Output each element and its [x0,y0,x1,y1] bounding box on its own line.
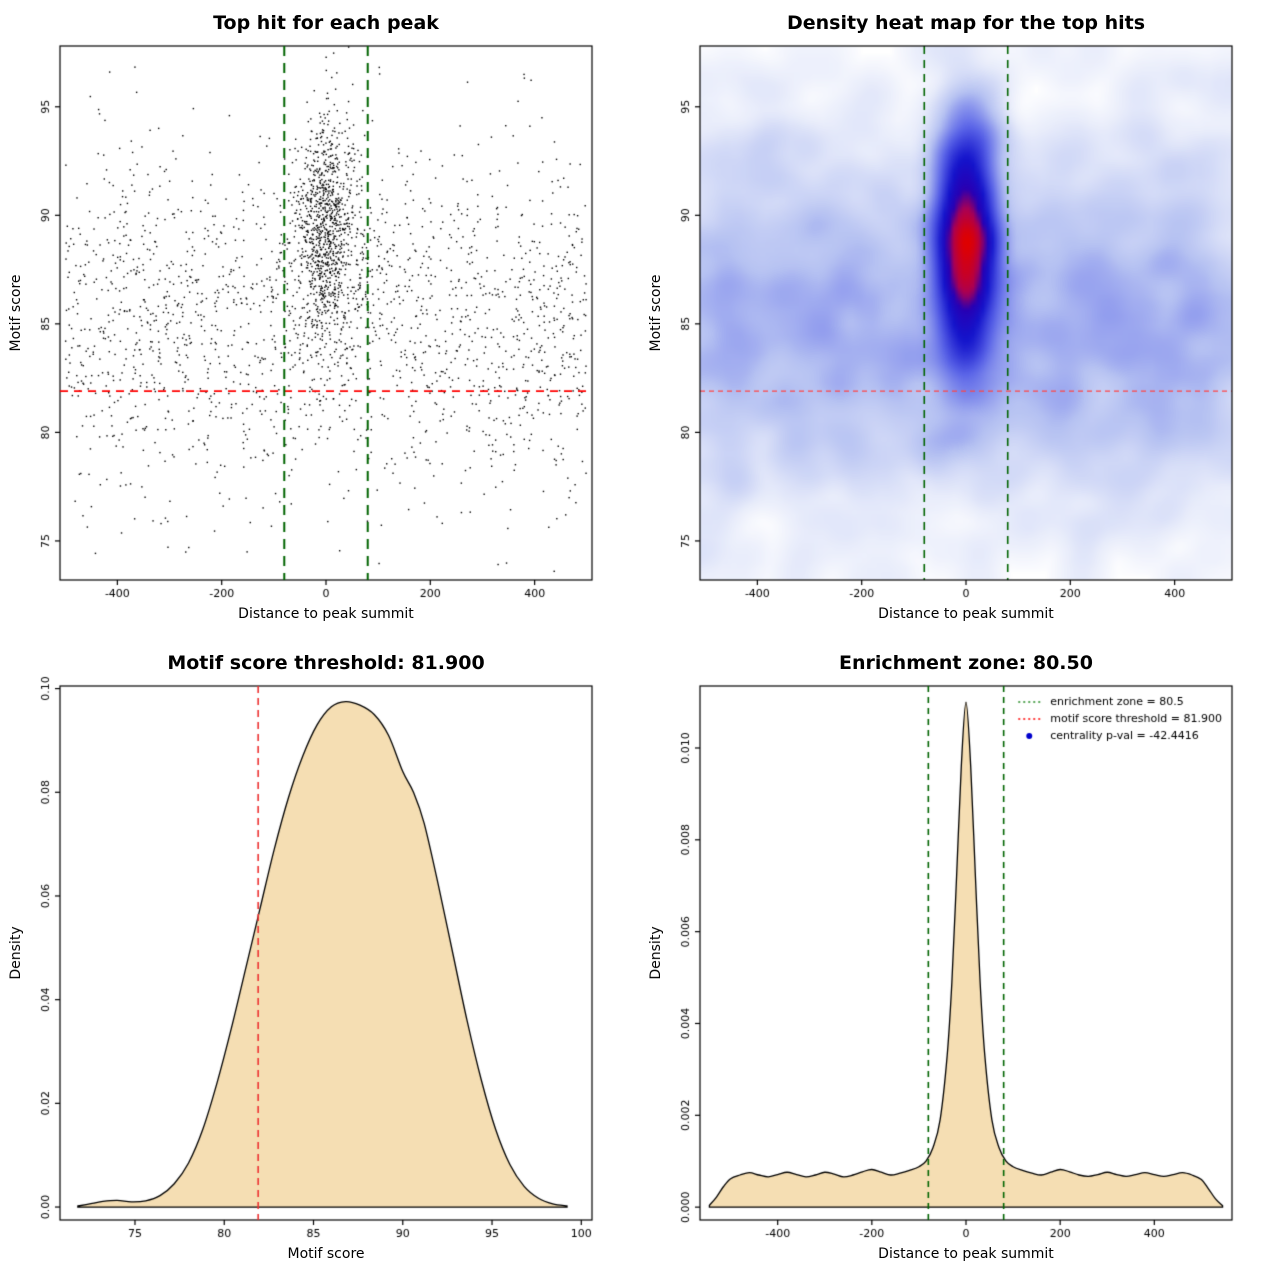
distance-density-panel: Enrichment zone: 80.50 Distance to peak … [640,640,1280,1280]
scatter-top-hits-panel: Top hit for each peak Distance to peak s… [0,0,640,640]
x-axis-label: Distance to peak summit [878,1246,1054,1262]
distance-density-canvas [640,640,1280,1280]
x-axis-label: Distance to peak summit [878,606,1054,622]
chart-title: Motif score threshold: 81.900 [167,652,485,674]
chart-title: Density heat map for the top hits [786,12,1146,34]
y-axis-label: Motif score [8,274,24,352]
y-axis-label: Density [648,926,664,980]
y-axis-label: Density [8,926,24,980]
x-axis-label: Motif score [287,1246,365,1262]
y-axis-label: Motif score [648,274,664,352]
motif-score-density-canvas [0,640,640,1280]
motif-score-density-panel: Motif score threshold: 81.900 Motif scor… [0,640,640,1280]
density-heatmap-panel: Density heat map for the top hits Distan… [640,0,1280,640]
scatter-top-hits-canvas [0,0,640,640]
chart-title: Enrichment zone: 80.50 [839,652,1093,674]
density-heatmap-canvas [640,0,1280,640]
x-axis-label: Distance to peak summit [238,606,414,622]
chart-title: Top hit for each peak [213,12,439,34]
